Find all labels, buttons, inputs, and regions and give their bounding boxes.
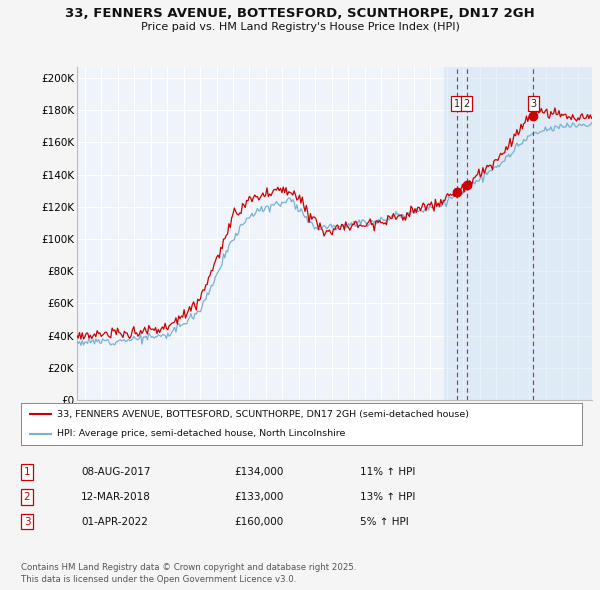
Text: 12-MAR-2018: 12-MAR-2018 bbox=[81, 492, 151, 502]
Text: 08-AUG-2017: 08-AUG-2017 bbox=[81, 467, 151, 477]
Text: 01-APR-2022: 01-APR-2022 bbox=[81, 517, 148, 526]
Text: Price paid vs. HM Land Registry's House Price Index (HPI): Price paid vs. HM Land Registry's House … bbox=[140, 22, 460, 32]
Text: HPI: Average price, semi-detached house, North Lincolnshire: HPI: Average price, semi-detached house,… bbox=[58, 430, 346, 438]
Text: 11% ↑ HPI: 11% ↑ HPI bbox=[360, 467, 415, 477]
Text: 2: 2 bbox=[23, 492, 31, 502]
Bar bbox=[443, 67, 592, 400]
Text: 13% ↑ HPI: 13% ↑ HPI bbox=[360, 492, 415, 502]
Text: £134,000: £134,000 bbox=[234, 467, 283, 477]
Text: £160,000: £160,000 bbox=[234, 517, 283, 526]
Text: 1: 1 bbox=[454, 99, 460, 109]
Text: 3: 3 bbox=[530, 99, 536, 109]
Text: 33, FENNERS AVENUE, BOTTESFORD, SCUNTHORPE, DN17 2GH (semi-detached house): 33, FENNERS AVENUE, BOTTESFORD, SCUNTHOR… bbox=[58, 410, 469, 419]
Text: 5% ↑ HPI: 5% ↑ HPI bbox=[360, 517, 409, 526]
Text: 2: 2 bbox=[463, 99, 470, 109]
Text: 33, FENNERS AVENUE, BOTTESFORD, SCUNTHORPE, DN17 2GH: 33, FENNERS AVENUE, BOTTESFORD, SCUNTHOR… bbox=[65, 7, 535, 20]
Text: Contains HM Land Registry data © Crown copyright and database right 2025.
This d: Contains HM Land Registry data © Crown c… bbox=[21, 563, 356, 584]
Text: £133,000: £133,000 bbox=[234, 492, 283, 502]
Text: 1: 1 bbox=[23, 467, 31, 477]
Text: 3: 3 bbox=[23, 517, 31, 526]
